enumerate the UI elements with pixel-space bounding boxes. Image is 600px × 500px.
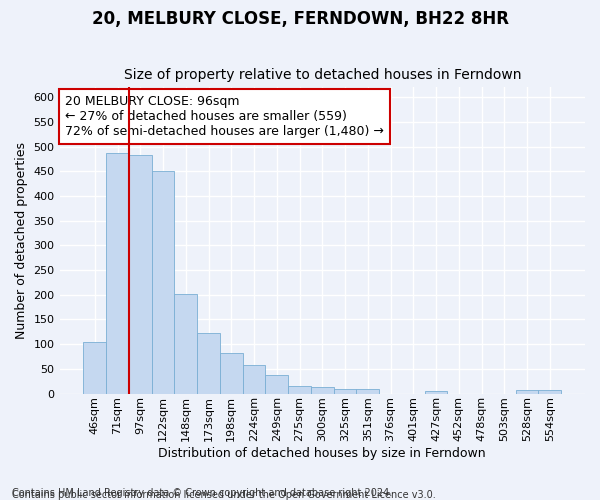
Bar (83, 342, 106, 394)
Bar (425, 391, 448, 394)
Bar (197, 334, 220, 394)
Text: Contains HM Land Registry data © Crown copyright and database right 2024.: Contains HM Land Registry data © Crown c… (12, 488, 392, 498)
Title: Size of property relative to detached houses in Ferndown: Size of property relative to detached ho… (124, 68, 521, 82)
Bar (242, 366, 265, 394)
Bar (129, 156, 152, 394)
Bar (106, 153, 129, 394)
Bar (220, 352, 242, 394)
Bar (288, 386, 311, 394)
Bar (175, 294, 197, 394)
Bar (311, 386, 334, 394)
Y-axis label: Number of detached properties: Number of detached properties (15, 142, 28, 339)
Bar (538, 390, 561, 394)
Bar (334, 389, 356, 394)
Text: Contains public sector information licensed under the Open Government Licence v3: Contains public sector information licen… (12, 490, 436, 500)
Text: 20 MELBURY CLOSE: 96sqm
← 27% of detached houses are smaller (559)
72% of semi-d: 20 MELBURY CLOSE: 96sqm ← 27% of detache… (65, 95, 383, 138)
Bar (265, 375, 288, 394)
X-axis label: Distribution of detached houses by size in Ferndown: Distribution of detached houses by size … (158, 447, 486, 460)
Text: 20, MELBURY CLOSE, FERNDOWN, BH22 8HR: 20, MELBURY CLOSE, FERNDOWN, BH22 8HR (91, 10, 509, 28)
Bar (356, 389, 379, 394)
Bar (152, 172, 175, 394)
Bar (515, 390, 538, 394)
